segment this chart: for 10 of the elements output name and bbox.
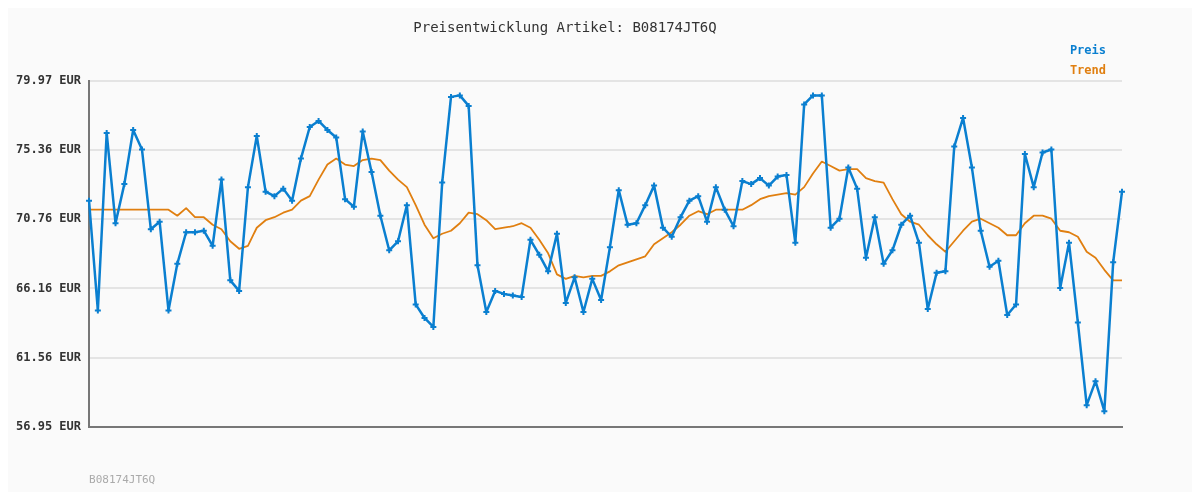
text: Preis <box>1069 42 1106 59</box>
y-tick-label: 79.97 EUR <box>15 72 82 87</box>
y-tick-label: 70.76 EUR <box>15 211 82 226</box>
y-tick-label: 75.36 EUR <box>15 142 82 157</box>
text: B08174JT6Q <box>89 473 156 487</box>
chart-title: Preisentwicklung Artikel: B08174JT6Q <box>413 19 717 36</box>
y-tick-label: 66.16 EUR <box>15 280 82 295</box>
y-tick-label: 61.56 EUR <box>15 349 82 364</box>
y-tick-label: 56.95 EUR <box>15 419 82 434</box>
text: Trend <box>1069 62 1106 79</box>
